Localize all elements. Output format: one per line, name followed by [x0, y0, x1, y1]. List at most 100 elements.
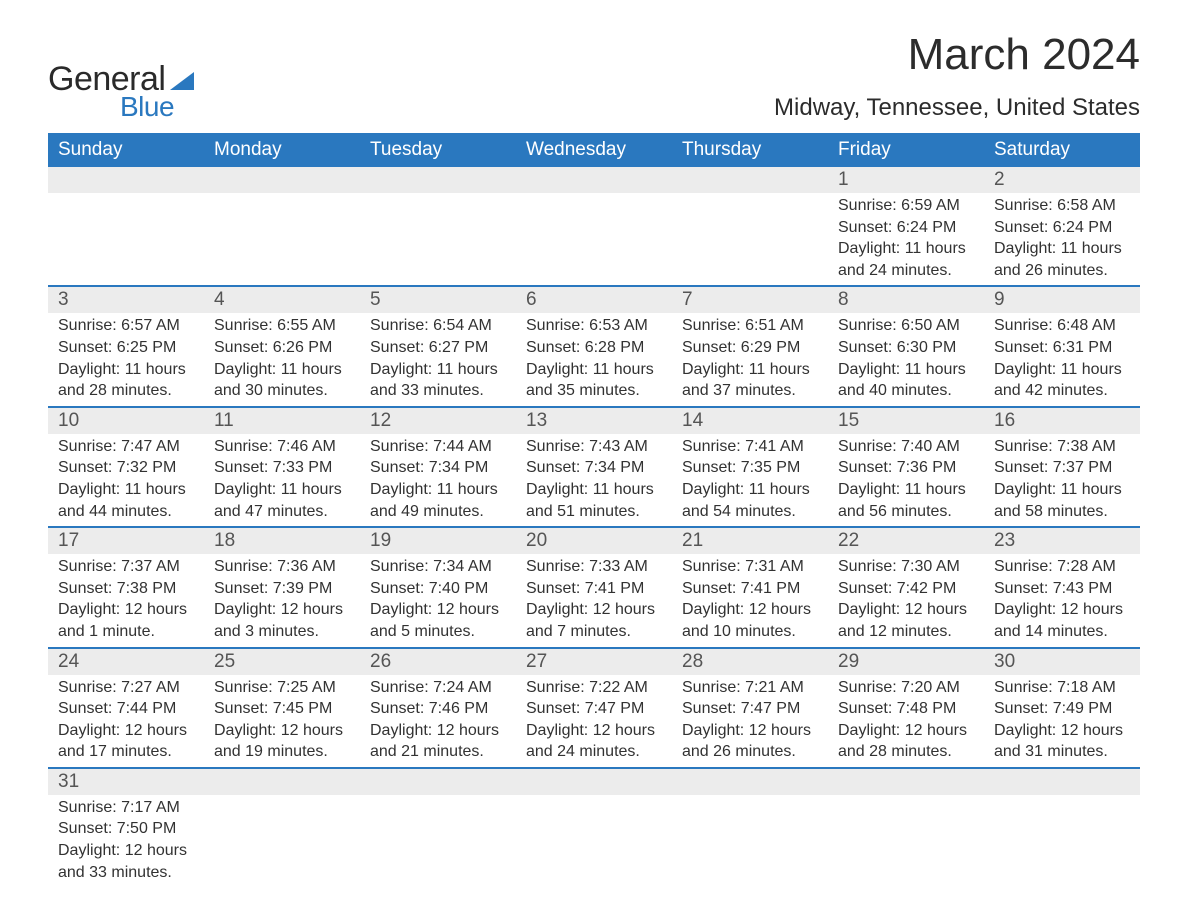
- sunset: Sunset: 6:25 PM: [58, 337, 194, 359]
- daylight-line1: Daylight: 12 hours: [838, 599, 974, 621]
- daylight-line1: Daylight: 11 hours: [994, 359, 1130, 381]
- day-number: 14: [672, 407, 828, 434]
- sunset: Sunset: 7:37 PM: [994, 457, 1130, 479]
- daylight-line2: and 44 minutes.: [58, 501, 194, 523]
- weekday-wednesday: Wednesday: [516, 133, 672, 167]
- sunrise: Sunrise: 6:59 AM: [838, 195, 974, 217]
- detail-row: Sunrise: 7:47 AMSunset: 7:32 PM Daylight:…: [48, 434, 1140, 527]
- day-details: [204, 193, 360, 286]
- sunrise: Sunrise: 7:33 AM: [526, 556, 662, 578]
- sunset: Sunset: 6:28 PM: [526, 337, 662, 359]
- daylight-line1: Daylight: 11 hours: [994, 238, 1130, 260]
- daylight-line2: and 26 minutes.: [994, 260, 1130, 282]
- day-number: [516, 167, 672, 193]
- sunset: Sunset: 7:49 PM: [994, 698, 1130, 720]
- day-number: 10: [48, 407, 204, 434]
- sunrise: Sunrise: 7:27 AM: [58, 677, 194, 699]
- sunrise: Sunrise: 7:28 AM: [994, 556, 1130, 578]
- day-number: 20: [516, 527, 672, 554]
- sunrise: Sunrise: 6:53 AM: [526, 315, 662, 337]
- daylight-line2: and 3 minutes.: [214, 621, 350, 643]
- day-number: [360, 768, 516, 795]
- detail-row: Sunrise: 6:57 AMSunset: 6:25 PMDaylight:…: [48, 313, 1140, 406]
- weekday-thursday: Thursday: [672, 133, 828, 167]
- daylight-line1: Daylight: 12 hours: [370, 720, 506, 742]
- day-details: Sunrise: 7:41 AMSunset: 7:35 PMDaylight:…: [672, 434, 828, 527]
- daylight-line2: and 28 minutes.: [58, 380, 194, 402]
- sunset: Sunset: 6:30 PM: [838, 337, 974, 359]
- daynum-row: 3456789: [48, 286, 1140, 313]
- day-details: Sunrise: 7:18 AMSunset: 7:49 PMDaylight:…: [984, 675, 1140, 768]
- daylight-line1: Daylight: 11 hours: [370, 479, 506, 501]
- sunrise: Sunrise: 6:50 AM: [838, 315, 974, 337]
- daylight-line2: and 10 minutes.: [682, 621, 818, 643]
- day-number: 13: [516, 407, 672, 434]
- day-number: 21: [672, 527, 828, 554]
- sunset: Sunset: 7:40 PM: [370, 578, 506, 600]
- sunrise: Sunrise: 7:31 AM: [682, 556, 818, 578]
- detail-row: Sunrise: 7:37 AMSunset: 7:38 PMDaylight:…: [48, 554, 1140, 647]
- logo-triangle-icon: [170, 72, 194, 90]
- day-details: Sunrise: 6:50 AMSunset: 6:30 PMDaylight:…: [828, 313, 984, 406]
- daynum-row: 10111213141516: [48, 407, 1140, 434]
- day-details: [672, 795, 828, 887]
- sunset: Sunset: 7:50 PM: [58, 818, 194, 840]
- day-details: Sunrise: 6:51 AMSunset: 6:29 PMDaylight:…: [672, 313, 828, 406]
- daylight-line1: Daylight: 11 hours: [838, 359, 974, 381]
- sunrise: Sunrise: 6:57 AM: [58, 315, 194, 337]
- daylight-line1: Daylight: 12 hours: [58, 599, 194, 621]
- sunrise: Sunrise: 6:51 AM: [682, 315, 818, 337]
- sunrise: Sunrise: 7:25 AM: [214, 677, 350, 699]
- sunrise: Sunrise: 7:44 AM: [370, 436, 506, 458]
- day-number: [984, 768, 1140, 795]
- day-details: Sunrise: 6:54 AMSunset: 6:27 PMDaylight:…: [360, 313, 516, 406]
- daylight-line1: Daylight: 12 hours: [682, 599, 818, 621]
- day-number: [828, 768, 984, 795]
- detail-row: Sunrise: 7:27 AMSunset: 7:44 PMDaylight:…: [48, 675, 1140, 768]
- day-details: Sunrise: 6:57 AMSunset: 6:25 PMDaylight:…: [48, 313, 204, 406]
- weekday-friday: Friday: [828, 133, 984, 167]
- sunrise: Sunrise: 7:18 AM: [994, 677, 1130, 699]
- daylight-line1: Daylight: 12 hours: [994, 599, 1130, 621]
- sunset: Sunset: 7:45 PM: [214, 698, 350, 720]
- day-number: 31: [48, 768, 204, 795]
- day-details: Sunrise: 7:30 AMSunset: 7:42 PMDaylight:…: [828, 554, 984, 647]
- sunrise: Sunrise: 7:47 AM: [58, 436, 194, 458]
- daylight-line2: and 35 minutes.: [526, 380, 662, 402]
- day-number: 12: [360, 407, 516, 434]
- day-number: 4: [204, 286, 360, 313]
- daylight-line2: and 42 minutes.: [994, 380, 1130, 402]
- daylight-line1: Daylight: 11 hours: [838, 479, 974, 501]
- page-subtitle: Midway, Tennessee, United States: [774, 94, 1140, 122]
- day-number: 7: [672, 286, 828, 313]
- sunset: Sunset: 7:46 PM: [370, 698, 506, 720]
- weekday-monday: Monday: [204, 133, 360, 167]
- day-details: Sunrise: 6:55 AMSunset: 6:26 PMDaylight:…: [204, 313, 360, 406]
- day-number: 28: [672, 648, 828, 675]
- day-details: Sunrise: 7:44 AMSunset: 7:34 PMDaylight:…: [360, 434, 516, 527]
- daylight-line2: and 19 minutes.: [214, 741, 350, 763]
- logo-text-blue: Blue: [120, 91, 194, 123]
- day-details: [672, 193, 828, 286]
- daylight-line2: and 12 minutes.: [838, 621, 974, 643]
- sunset: Sunset: 7:48 PM: [838, 698, 974, 720]
- sunset: Sunset: 7:32 PM: [58, 457, 194, 479]
- daylight-line2: and 56 minutes.: [838, 501, 974, 523]
- daylight-line1: Daylight: 12 hours: [214, 599, 350, 621]
- calendar-table: Sunday Monday Tuesday Wednesday Thursday…: [48, 133, 1140, 887]
- day-number: [516, 768, 672, 795]
- day-details: Sunrise: 7:40 AMSunset: 7:36 PMDaylight:…: [828, 434, 984, 527]
- day-number: 8: [828, 286, 984, 313]
- sunrise: Sunrise: 7:34 AM: [370, 556, 506, 578]
- daylight-line1: Daylight: 11 hours: [214, 479, 350, 501]
- day-details: Sunrise: 7:46 AMSunset: 7:33 PMDaylight:…: [204, 434, 360, 527]
- detail-row: Sunrise: 7:17 AMSunset: 7:50 PMDaylight:…: [48, 795, 1140, 887]
- sunrise: Sunrise: 7:36 AM: [214, 556, 350, 578]
- logo: General Blue: [48, 60, 194, 123]
- daylight-line1: Daylight: 11 hours: [58, 359, 194, 381]
- title-block: March 2024 Midway, Tennessee, United Sta…: [774, 30, 1140, 122]
- day-details: Sunrise: 7:27 AMSunset: 7:44 PMDaylight:…: [48, 675, 204, 768]
- weekday-row: Sunday Monday Tuesday Wednesday Thursday…: [48, 133, 1140, 167]
- daylight-line1: Daylight: 12 hours: [58, 840, 194, 862]
- day-number: [672, 167, 828, 193]
